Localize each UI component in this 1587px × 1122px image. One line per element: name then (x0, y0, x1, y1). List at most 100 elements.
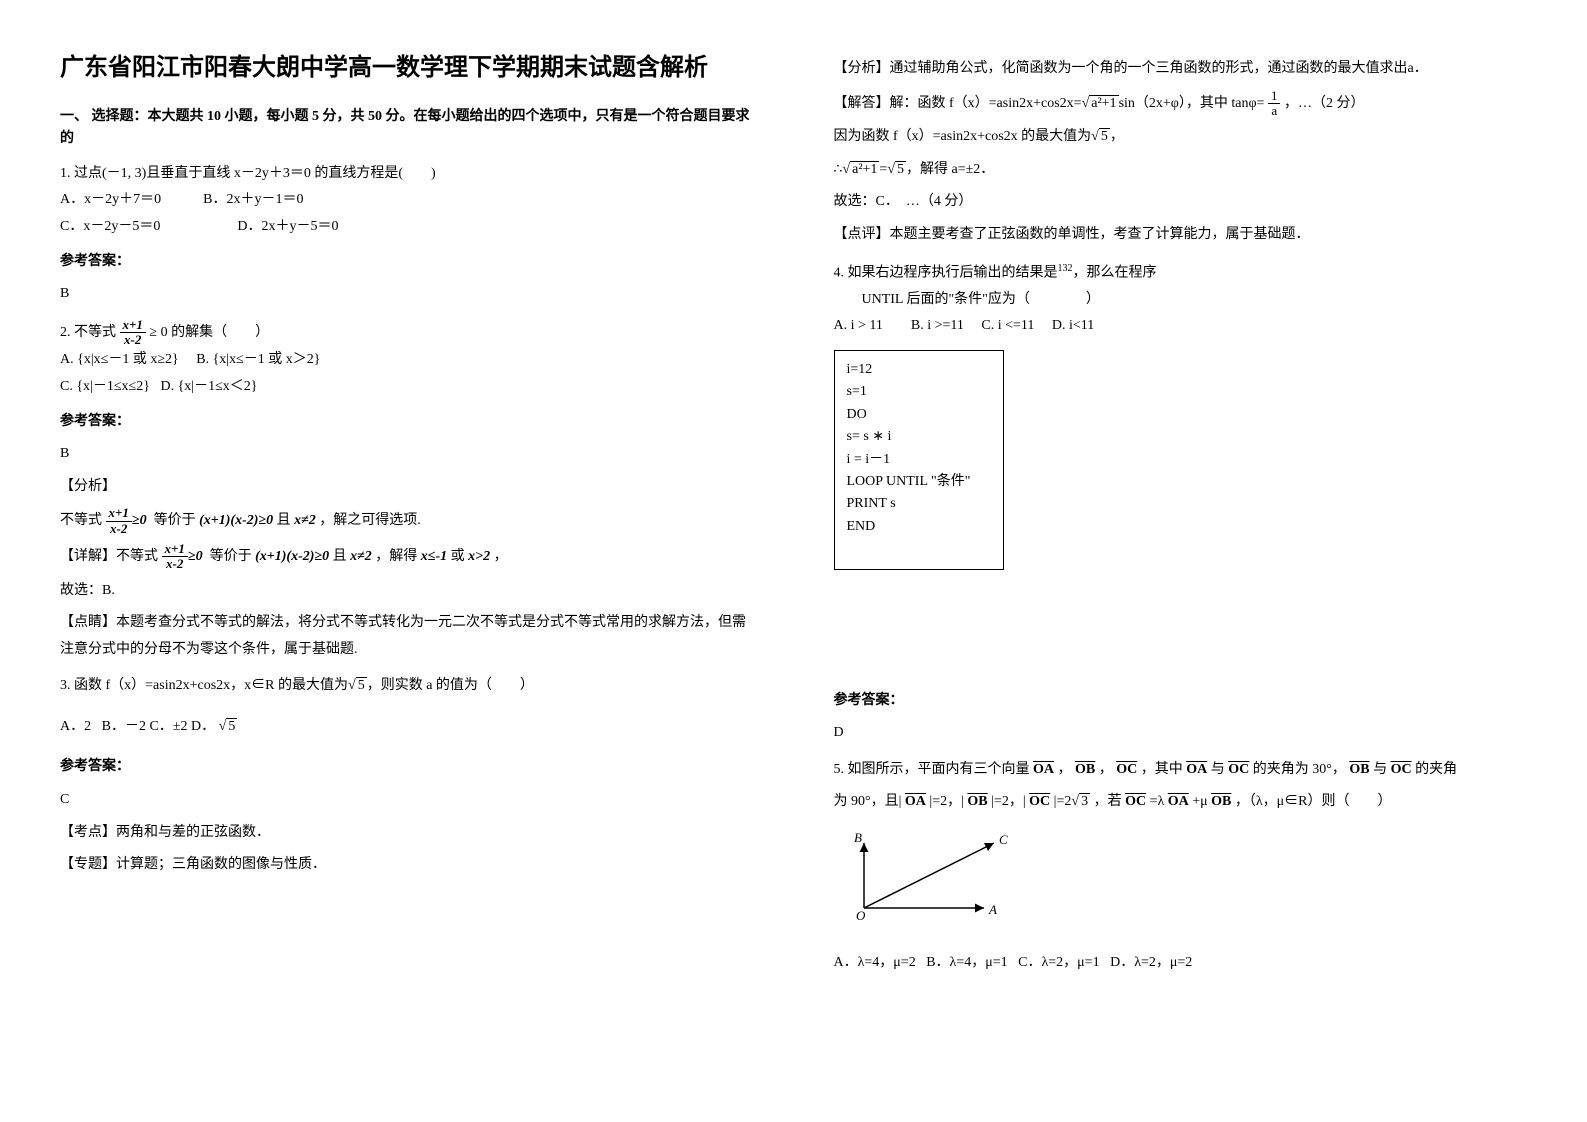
section-header: 一、 选择题：本大题共 10 小题，每小题 5 分，共 50 分。在每小题给出的… (60, 106, 754, 151)
q3-optB: B．－2 (102, 719, 146, 734)
code-l3: DO (847, 404, 991, 426)
vec-OB4: OB (1211, 794, 1231, 809)
q5-l2h: ，（λ，μ∈R）则（ ） (1235, 794, 1392, 809)
col2-l3-sqrt: a²+1 (850, 161, 879, 177)
q2-det-g: x≤-1 (421, 549, 447, 564)
q4-answer-label: 参考答案： (834, 688, 1528, 715)
sqrt-a2: a²+1 (1082, 91, 1119, 118)
code-block: i=12 s=1 DO s= s ∗ i i = i－1 LOOP UNTIL … (834, 350, 1004, 570)
q2-ana-a: 不等式 (60, 513, 102, 528)
col2-l2b: ， (1110, 129, 1124, 144)
q1-optD: D．2x＋y－5＝0 (237, 219, 338, 234)
q4-optC: C. i <=11 (981, 318, 1034, 333)
code-l5: i = i－1 (847, 449, 991, 471)
q5-g: 与 (1373, 762, 1387, 777)
q3-answer-label: 参考答案： (60, 754, 754, 781)
q2-det-i: x>2 (468, 549, 490, 564)
q2-det-b: 等价于 (210, 549, 252, 564)
q2-optC: C. {x|－1≤x≤2} (60, 379, 150, 394)
q2-det-j: ， (494, 549, 508, 564)
code-l6: LOOP UNTIL "条件" (847, 471, 991, 493)
q3-optC: C．±2 (149, 719, 187, 734)
q3-sqrt5: 5 (356, 677, 367, 693)
vec-OC5: OC (1125, 794, 1146, 809)
q5-l2a: 为 90°，且| (834, 794, 902, 809)
diagram-A: A (988, 902, 997, 917)
col2-l3c: ，解得 a=±2． (906, 162, 994, 177)
col2-fenxi: 【分析】通过辅助角公式，化简函数为一个角的一个三角函数的形式，通过函数的最大值求… (834, 56, 1528, 83)
q1-answer-label: 参考答案： (60, 249, 754, 276)
sqrt-a2b: a²+1 (842, 157, 879, 184)
q4-optD: D. i<11 (1052, 318, 1094, 333)
col2-sqrt5c: 5 (895, 161, 906, 177)
col2-frac: 1 a (1268, 89, 1281, 119)
q1-answer: B (60, 281, 754, 308)
q3-optD: D． (191, 719, 215, 734)
col2-frac-den: a (1268, 104, 1281, 118)
diagram-svg: O A B C (834, 828, 1034, 928)
q2-det-d: 且 (333, 549, 347, 564)
col2-sqrt5: 5 (1099, 128, 1110, 144)
q2-conclusion: 故选：B. (60, 578, 754, 605)
q5-c: ， (1099, 762, 1113, 777)
vec-OA: OA (1033, 762, 1054, 777)
diagram-O: O (856, 908, 866, 923)
question-5: 5. 如图所示，平面内有三个向量 OA ， OB ， OC ，其中 OA 与 O… (834, 757, 1528, 977)
col2-l3a: ∴ (834, 162, 843, 177)
q4-text-c: UNTIL 后面的"条件"应为（ ） (834, 287, 1528, 314)
q1-text: 1. 过点(－1, 3)且垂直于直线 x－2y＋3＝0 的直线方程是( ) (60, 161, 754, 188)
q2-ana-e: x≠2 (294, 513, 316, 528)
q5-h: 的夹角 (1415, 762, 1457, 777)
vec-OB: OB (1075, 762, 1095, 777)
q5-text-a: 5. 如图所示，平面内有三个向量 (834, 762, 1030, 777)
sqrt-3: 3 (1071, 789, 1090, 816)
page-title: 广东省阳江市阳春大朗中学高一数学理下学期期末试题含解析 (60, 50, 754, 86)
q2-point: 【点睛】本题考查分式不等式的解法，将分式不等式转化为一元二次不等式是分式不等式常… (60, 610, 754, 663)
sqrt-5c: 5 (887, 157, 906, 184)
q3-optA: A．2 (60, 719, 91, 734)
q4-optB: B. i >=11 (911, 318, 964, 333)
vec-OC3: OC (1391, 762, 1412, 777)
q2-det-f: ，解得 (375, 549, 417, 564)
q5-l2c: |=2，| (991, 794, 1026, 809)
sqrt-icon-d: 5 (219, 714, 238, 741)
q2-ana-frac-num: x+1 (106, 506, 132, 521)
code-l8: END (847, 516, 991, 538)
q4-text-a: 4. 如果右边程序执行后输出的结果是 (834, 265, 1058, 280)
vec-OC4: OC (1029, 794, 1050, 809)
col2-jieda-a: 【解答】解：函数 f（x）=asin2x+cos2x= (834, 96, 1082, 111)
q4-answer: D (834, 720, 1528, 747)
diagram-C: C (999, 832, 1008, 847)
q5-optC: C．λ=2，μ=1 (1018, 955, 1099, 970)
q5-optD: D．λ=2，μ=2 (1110, 955, 1192, 970)
q5-d: ，其中 (1141, 762, 1183, 777)
q2-frac-num: x+1 (120, 318, 146, 333)
sqrt-icon: 5 (348, 673, 367, 700)
q3-zhuanti: 【专题】计算题；三角函数的图像与性质． (60, 852, 754, 879)
q2-answer: B (60, 441, 754, 468)
vec-OA4: OA (1168, 794, 1189, 809)
code-l7: PRINT s (847, 493, 991, 515)
q2-det-e: x≠2 (350, 549, 372, 564)
col2-frac-num: 1 (1268, 89, 1281, 104)
q2-ana-frac-den: x-2 (106, 522, 132, 536)
vec-OB3: OB (967, 794, 987, 809)
q2-ana-frac: x+1 x-2 (106, 506, 132, 536)
q2-suffix: 0 的解集（ ） (161, 325, 270, 340)
col2-l2a: 因为函数 f（x）=asin2x+cos2x 的最大值为 (834, 129, 1092, 144)
vec-OB2: OB (1349, 762, 1369, 777)
q5-l2d: |=2 (1054, 794, 1072, 809)
q3-kaodian: 【考点】两角和与差的正弦函数． (60, 820, 754, 847)
vec-OC: OC (1116, 762, 1137, 777)
q5-e: 与 (1211, 762, 1225, 777)
q2-ana-f: ，解之可得选项. (319, 513, 421, 528)
col2-l3b: = (879, 162, 887, 177)
q2-optD: D. {x|－1≤x＜2} (160, 379, 257, 394)
q5-l2b: |=2，| (929, 794, 964, 809)
q3-text-a: 3. 函数 f（x）=asin2x+cos2x，x∈R 的最大值为 (60, 678, 348, 693)
q2-det-frac-num: x+1 (162, 542, 188, 557)
q2-ana-d: 且 (277, 513, 291, 528)
q1-optA: A．x－2y＋7＝0 (60, 192, 161, 207)
q2-ana-c: (x+1)(x-2)≥0 (199, 513, 273, 528)
q5-l2f: =λ (1150, 794, 1165, 809)
